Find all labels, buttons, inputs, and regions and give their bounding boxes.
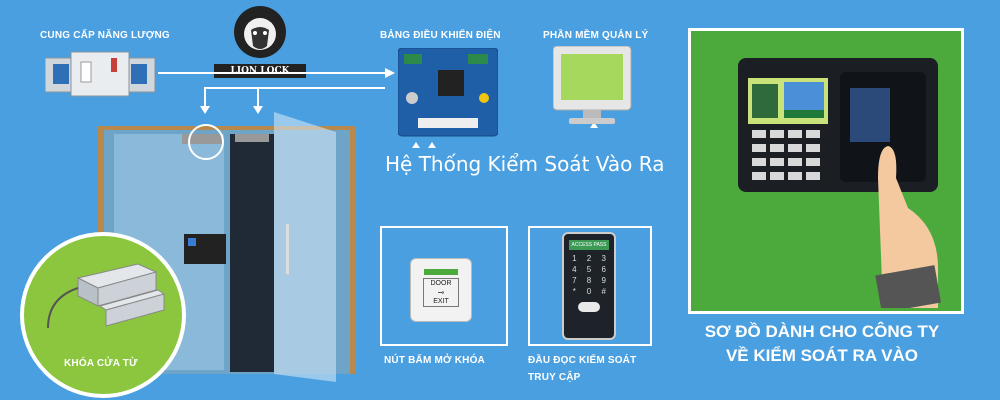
exit-button-text-2: EXIT bbox=[433, 298, 449, 305]
power-supply-label: CUNG CẤP NĂNG LƯỢNG bbox=[40, 30, 170, 41]
lion-logo-icon bbox=[234, 6, 286, 58]
caption-line2: VỀ KIỂM SOÁT RA VÀO bbox=[725, 346, 919, 365]
controller-label: BẢNG ĐIỀU KHIỂN ĐIỆN bbox=[380, 30, 501, 41]
reader-key: * bbox=[572, 287, 576, 296]
exit-button-panel bbox=[380, 226, 508, 346]
reader-key: # bbox=[601, 287, 606, 296]
reader-label-line1: ĐẦU ĐỌC KIỂM SOÁT bbox=[528, 355, 637, 366]
reader-keypad: 1 2 3 4 5 6 7 8 9 * 0 # bbox=[568, 254, 610, 296]
system-title: Hệ Thống Kiểm Soát Vào Ra bbox=[385, 152, 665, 176]
magnetic-lock-badge bbox=[20, 232, 186, 398]
caption-line1: SƠ ĐỒ DÀNH CHO CÔNG TY bbox=[704, 322, 940, 341]
exit-button-label: NÚT BẤM MỞ KHÓA bbox=[384, 355, 485, 366]
exit-button-device: DOOR ⊸ EXIT bbox=[410, 258, 472, 322]
monitor-icon bbox=[553, 46, 632, 124]
reader-key: 2 bbox=[586, 254, 592, 263]
access-reader-device: ACCESS PASS 1 2 3 4 5 6 7 8 9 * 0 # bbox=[562, 232, 616, 340]
reader-label-line2: TRUY CẬP bbox=[528, 372, 581, 383]
reader-key: 5 bbox=[586, 265, 592, 274]
controller-board-icon bbox=[398, 48, 498, 137]
software-label: PHẦN MỀM QUẢN LÝ bbox=[543, 30, 649, 41]
magnetic-lock-label: KHÓA CỬA TỪ bbox=[64, 358, 138, 369]
reader-key: 9 bbox=[601, 276, 606, 285]
reader-screen: ACCESS PASS bbox=[569, 240, 609, 250]
reader-key: 7 bbox=[572, 276, 577, 285]
reader-key: 6 bbox=[601, 265, 606, 274]
magnetic-lock-icon bbox=[47, 263, 166, 329]
exit-button-text-1: DOOR bbox=[430, 280, 452, 287]
logo-text: LION LOCK bbox=[214, 64, 306, 78]
reader-key: 0 bbox=[586, 287, 592, 296]
power-supply-icon bbox=[45, 51, 155, 97]
access-reader-panel bbox=[528, 226, 652, 346]
reader-key: 3 bbox=[601, 254, 606, 263]
reader-key: 8 bbox=[586, 276, 592, 285]
fingerprint-terminal-illustration bbox=[738, 58, 942, 308]
reader-key: 1 bbox=[572, 254, 577, 263]
reader-key: 4 bbox=[572, 265, 577, 274]
reader-card-slot bbox=[578, 302, 600, 312]
